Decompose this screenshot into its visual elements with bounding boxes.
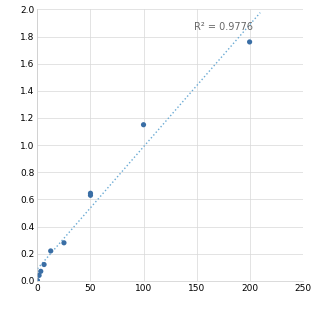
Point xyxy=(38,269,43,274)
Point xyxy=(88,193,93,198)
Point xyxy=(88,191,93,196)
Point xyxy=(48,248,53,253)
Point xyxy=(41,262,46,267)
Point xyxy=(247,39,252,44)
Point xyxy=(141,122,146,127)
Point xyxy=(37,273,41,278)
Point xyxy=(35,278,40,283)
Point xyxy=(61,240,66,245)
Text: R² = 0.9776: R² = 0.9776 xyxy=(194,22,253,32)
